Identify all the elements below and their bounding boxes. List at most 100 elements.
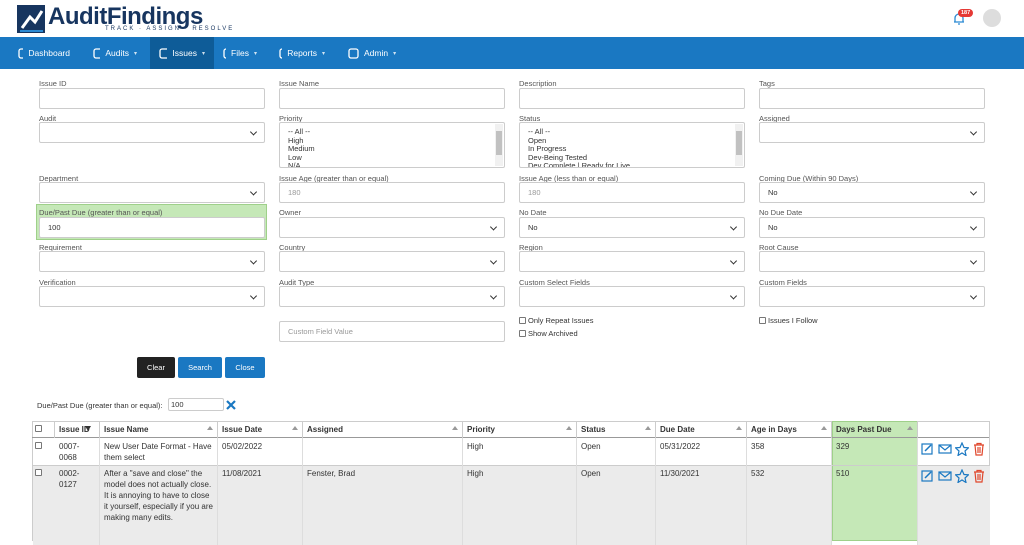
text-input[interactable] [519, 88, 745, 109]
mail-icon[interactable] [938, 442, 952, 456]
table-cell: 11/30/2021 [656, 465, 747, 545]
follow-icon[interactable] [955, 442, 969, 456]
text-input[interactable] [279, 88, 505, 109]
text-input[interactable]: 180 [279, 182, 505, 203]
checkbox[interactable] [519, 317, 526, 324]
select[interactable] [39, 122, 265, 143]
nav-item[interactable]: Files ▾ [214, 37, 266, 69]
select[interactable] [759, 251, 985, 272]
filter-label: No Date [519, 208, 547, 217]
filter-label: Assigned [759, 114, 790, 123]
header-cell[interactable]: Due Date [656, 421, 747, 438]
table-cell: 329 [832, 438, 918, 465]
table-cell: After a "save and close" the model does … [100, 465, 218, 545]
table-cell: Open [577, 438, 656, 465]
input-placeholder: 180 [528, 188, 541, 197]
text-input[interactable] [759, 88, 985, 109]
delete-icon[interactable] [972, 469, 986, 483]
select[interactable] [39, 286, 265, 307]
input-placeholder: 180 [288, 188, 301, 197]
text-input[interactable] [39, 88, 265, 109]
text-input[interactable]: 180 [519, 182, 745, 203]
header-line [32, 437, 990, 438]
list-option: Dev Complete | Ready for Live [528, 161, 630, 168]
table-cell: 0002-0127 [55, 465, 100, 545]
follow-icon[interactable] [955, 469, 969, 483]
caret: ▾ [393, 50, 397, 57]
scroll-thumb [736, 131, 742, 155]
listbox[interactable]: -- All -- High Medium Low N/A [279, 122, 505, 168]
page: AuditFindings TRACK · ASSIGN · RESOLVE 1… [0, 0, 1024, 530]
top-bar: AuditFindings TRACK · ASSIGN · RESOLVE 1… [0, 0, 1024, 37]
list-option: -- All -- [528, 127, 551, 136]
brand: AuditFindings [48, 3, 203, 30]
button[interactable]: Search [178, 357, 222, 378]
select[interactable] [39, 182, 265, 203]
table-cell: 358 [747, 438, 832, 465]
header-cell[interactable]: Assigned [303, 421, 463, 438]
header-cell[interactable]: Days Past Due [832, 421, 918, 438]
nav-item[interactable]: Admin ▾ [339, 37, 409, 69]
select[interactable] [759, 286, 985, 307]
input-value: 100 [171, 400, 184, 409]
header-cell[interactable]: Age in Days [747, 421, 832, 438]
edit-icon[interactable] [921, 469, 935, 483]
sort-arrow [207, 426, 213, 430]
select[interactable] [519, 251, 745, 272]
text-input[interactable]: 100 [39, 217, 265, 238]
text-input[interactable]: Custom Field Value [279, 321, 505, 342]
checkbox[interactable] [35, 469, 42, 476]
active-filter-input[interactable]: 100 [168, 398, 224, 411]
button[interactable]: Clear [137, 357, 175, 378]
filter-label: Department [39, 174, 79, 183]
sort-arrow [736, 426, 742, 430]
list-option: Dev-Being Tested [528, 152, 588, 162]
filter-label: Root Cause [759, 243, 799, 252]
checkbox[interactable] [35, 425, 42, 432]
nav-label: Files [231, 48, 249, 58]
edit-icon[interactable] [921, 442, 935, 456]
filter-label: No Due Date [759, 208, 803, 217]
select[interactable] [279, 286, 505, 307]
sort-arrow [907, 426, 913, 430]
sort-arrow [821, 426, 827, 430]
sort-arrow [85, 426, 91, 431]
select[interactable]: No [519, 217, 745, 238]
listbox[interactable]: -- All -- Open In Progress Dev-Being Tested… [519, 122, 745, 168]
select[interactable] [279, 217, 505, 238]
select[interactable] [759, 122, 985, 143]
filter-label: Audit [39, 114, 57, 123]
sort-arrow [645, 426, 651, 430]
select[interactable] [279, 251, 505, 272]
checkbox[interactable] [519, 330, 526, 337]
nav-icon [159, 47, 168, 59]
header-cell[interactable]: Issue Date [218, 421, 303, 438]
header-cell[interactable]: Issue ID [55, 421, 100, 438]
nav-item[interactable]: Issues ▾ [150, 37, 214, 69]
header-cell[interactable]: Status [577, 421, 656, 438]
remove-filter[interactable] [226, 400, 236, 410]
nav-item[interactable]: Reports ▾ [270, 37, 334, 69]
select[interactable]: No [759, 217, 985, 238]
input-value: No [768, 223, 778, 232]
input-value: 100 [48, 223, 61, 232]
delete-icon[interactable] [972, 442, 986, 456]
list-option: N/A [288, 161, 301, 168]
filter-label: Requirement [39, 243, 82, 252]
filter-label: Issue Age (less than or equal) [519, 174, 619, 183]
button[interactable]: Close [225, 357, 265, 378]
checkbox[interactable] [759, 317, 766, 324]
select[interactable]: No [759, 182, 985, 203]
tagline: TRACK · ASSIGN · RESOLVE [105, 26, 235, 32]
caret: ▾ [253, 50, 257, 57]
header-cell[interactable]: Issue Name [100, 421, 218, 438]
checkbox[interactable] [35, 442, 42, 449]
nav-item[interactable]: Dashboard [9, 37, 79, 69]
nav-item[interactable]: Audits ▾ [84, 37, 146, 69]
list-option: High [288, 135, 304, 145]
select[interactable] [39, 251, 265, 272]
select[interactable] [519, 286, 745, 307]
mail-icon[interactable] [938, 469, 952, 483]
header-cell[interactable]: Priority [463, 421, 577, 438]
avatar[interactable] [983, 9, 1001, 27]
